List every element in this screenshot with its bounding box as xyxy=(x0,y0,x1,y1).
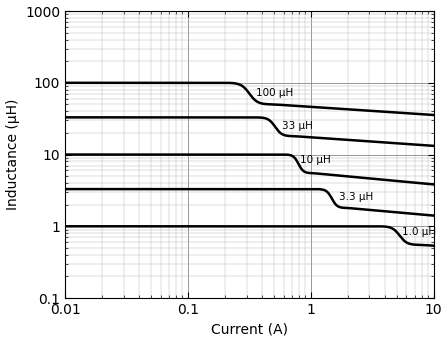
Text: 3.3 μH: 3.3 μH xyxy=(339,192,373,202)
Text: 33 μH: 33 μH xyxy=(282,121,313,131)
Text: 100 μH: 100 μH xyxy=(256,88,293,98)
Y-axis label: Inductance (μH): Inductance (μH) xyxy=(5,99,20,210)
Text: 1.0 μH: 1.0 μH xyxy=(402,227,436,237)
Text: 10 μH: 10 μH xyxy=(300,155,331,165)
X-axis label: Current (A): Current (A) xyxy=(211,323,288,337)
